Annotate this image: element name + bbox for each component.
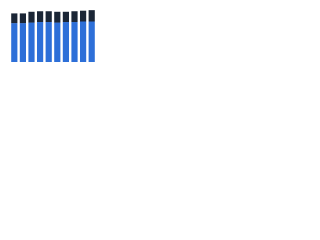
bar-segment [54,22,61,62]
bar-segment [54,11,61,23]
bar-segment [62,11,69,23]
bar-segment [71,11,78,23]
bar-segment [80,21,87,62]
bar-segment [19,13,26,24]
bar-segment [88,10,95,22]
bar-segment [37,11,44,23]
bar-segment [45,22,52,62]
bar-segment [19,23,26,62]
bar-segment [62,22,69,62]
bar-segment [28,22,35,62]
chart [11,10,95,62]
bar-segment [88,21,95,62]
bar-segment [11,13,18,24]
bar-segment [80,10,87,22]
bar-segment [28,11,35,23]
bar-segment [45,11,52,23]
bar-segment [37,22,44,62]
bar-segment [71,22,78,62]
bar-segment [11,23,18,62]
